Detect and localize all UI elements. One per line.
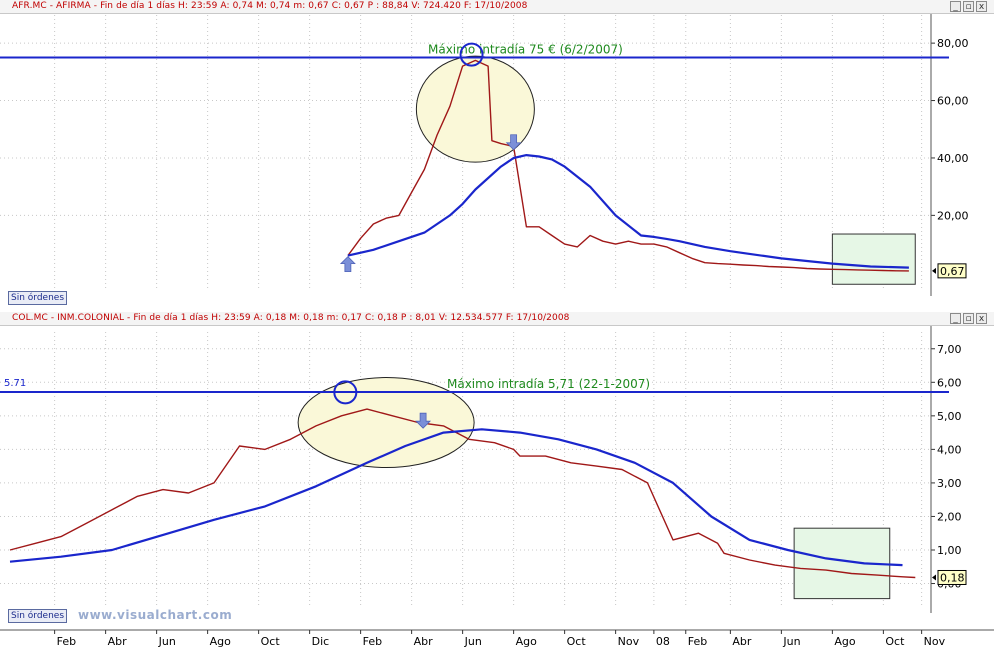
maximize-button[interactable]: ▫ [963,313,974,324]
x-tick-label: Oct [567,635,587,648]
colonial-peak-circle [333,380,358,405]
colonial-resistance-label: Máximo intradía 5,71 (22-1-2007) [447,377,650,391]
colonial-last-value-pointer [932,574,936,581]
colonial-y-tick-label: 2,00 [937,510,962,523]
x-tick-label: Ago [210,635,232,648]
x-tick-label: Abr [108,635,128,648]
colonial-y-tick-label: 7,00 [937,343,962,356]
afirma-resistance-label: Máximo intradía 75 € (6/2/2007) [428,42,623,56]
afirma-last-value-badge [937,263,967,279]
afirma-title: AFR.MC - AFIRMA - Fin de día 1 días H: 2… [12,1,528,11]
x-tick-label: Oct [885,635,905,648]
afirma-pane-header: AFR.MC - AFIRMA - Fin de día 1 días H: 2… [0,0,994,14]
colonial-title: COL.MC - INM.COLONIAL - Fin de día 1 día… [12,313,570,323]
colonial-window-controls: _ ▫ x [950,313,987,324]
colonial-pane-header: COL.MC - INM.COLONIAL - Fin de día 1 día… [0,312,994,326]
colonial-arrow-down-icon [415,412,432,429]
afirma-arrow-down-icon [505,134,522,151]
colonial-resistance-value-label: 5.71 [4,378,26,389]
x-tick-label: Nov [924,635,946,648]
x-tick-label: Nov [618,635,640,648]
x-tick-label: Abr [414,635,434,648]
afirma-last-value-label: 0,67 [940,265,965,278]
x-tick-label: Oct [261,635,281,648]
x-tick-label: 08 [656,635,670,648]
x-tick-label: Jun [782,635,800,648]
colonial-y-tick-label: 6,00 [937,376,962,389]
afirma-arrow-up-icon [339,256,356,272]
watermark: www.visualchart.com [78,608,233,622]
afirma-last-value-pointer [932,267,936,274]
afirma-price-series [347,59,909,272]
afirma-highlight-box [831,233,916,285]
colonial-y-tick-label: 5,00 [937,410,962,423]
colonial-price-series [9,408,916,579]
close-button[interactable]: x [976,313,987,324]
x-tick-label: Dic [312,635,330,648]
x-tick-label: Ago [834,635,856,648]
close-button[interactable]: x [976,1,987,12]
x-tick-label: Jun [158,635,176,648]
colonial-moving-average-series [9,428,903,567]
afirma-chart-panel: 80,00 60,00 40,00 20,00 Máximo intradía 75 €… [0,0,994,311]
afirma-y-tick-label: 40,00 [937,152,969,165]
afirma-y-tick-label: 80,00 [937,37,969,50]
x-tick-label: Abr [732,635,752,648]
colonial-y-tick-label: 3,00 [937,477,962,490]
afirma-window-controls: _ ▫ x [950,1,987,12]
sin-ordenes-button[interactable]: Sin órdenes [8,291,68,305]
x-tick-label: Ago [516,635,538,648]
x-tick-label: Jun [464,635,482,648]
afirma-chart-svg: 80,00 60,00 40,00 20,00 Máximo intradía 75 €… [0,9,969,296]
x-tick-label: Feb [57,635,76,648]
x-tick-label: Feb [688,635,707,648]
x-tick-label: Feb [363,635,382,648]
maximize-button[interactable]: ▫ [963,1,974,12]
minimize-button[interactable]: _ [950,313,961,324]
afirma-moving-average-series [347,154,909,269]
afirma-y-tick-label: 20,00 [937,209,969,222]
colonial-y-tick-label: 1,00 [937,544,962,557]
colonial-y-tick-label: 4,00 [937,443,962,456]
sin-ordenes-button[interactable]: Sin órdenes [8,609,68,623]
colonial-highlight-ellipse [297,377,475,469]
afirma-peak-circle [459,42,484,67]
minimize-button[interactable]: _ [950,1,961,12]
afirma-highlight-ellipse [415,55,535,163]
afirma-y-tick-label: 60,00 [937,95,969,108]
colonial-last-value-label: 0,18 [940,571,965,584]
colonial-last-value-badge [937,569,967,585]
